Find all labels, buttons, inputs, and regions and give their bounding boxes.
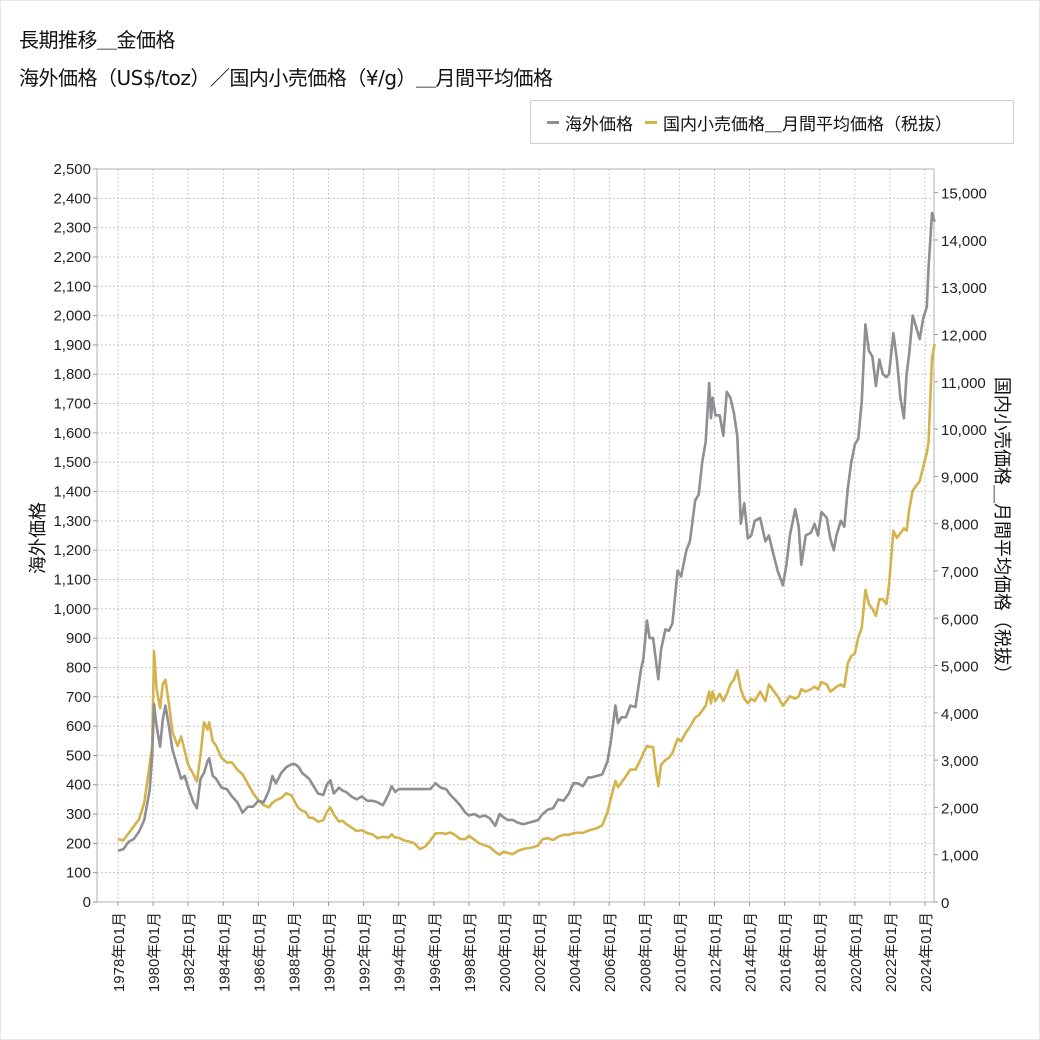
right-axis-tick-label: 0 [941, 895, 949, 912]
left-axis-tick-label: 2,000 [53, 308, 91, 325]
legend-label: 国内小売価格＿月間平均価格（税抜） [663, 114, 952, 135]
right-axis-tick-label: 14,000 [941, 233, 987, 250]
right-axis-tick-label: 15,000 [941, 186, 987, 203]
x-axis-tick-label: 2012年01月 [707, 912, 724, 992]
right-axis-tick-label: 13,000 [941, 280, 987, 297]
left-axis-tick-label: 1,400 [53, 484, 91, 501]
left-axis-label: 海外価格 [28, 502, 49, 574]
left-axis-tick-label: 1,800 [53, 366, 91, 383]
left-axis-ticks: 0 100 200 300 400 500 600 700 800 900 1,000 1,100 1,… [53, 161, 97, 911]
x-axis-tick-label: 1998年01月 [462, 912, 479, 992]
x-axis-tick-label: 2006年01月 [602, 912, 619, 992]
x-axis-tick-label: 2018年01月 [813, 912, 830, 992]
left-axis-tick-label: 0 [83, 894, 91, 911]
legend-item-overseas-price[interactable]: 海外価格 [547, 110, 633, 135]
x-axis-tick-label: 1984年01月 [216, 912, 233, 992]
x-axis-tick-label: 1988年01月 [286, 912, 303, 992]
legend-swatch-gold-icon [645, 120, 657, 124]
left-axis-tick-label: 1,200 [53, 542, 91, 559]
left-axis-tick-label: 200 [66, 835, 91, 852]
x-axis-tick-label: 1992年01月 [357, 912, 374, 992]
x-axis-tick-label: 1986年01月 [251, 912, 268, 992]
right-axis-ticks: 0 1,000 2,000 3,000 4,000 5,000 6,000 7,000 8,00… [934, 186, 987, 912]
x-axis-tick-label: 2000年01月 [497, 912, 514, 992]
right-axis-tick-label: 5,000 [941, 659, 979, 676]
x-axis-tick-label: 1994年01月 [392, 912, 409, 992]
right-axis-tick-label: 6,000 [941, 611, 979, 628]
right-axis-tick-label: 11,000 [941, 375, 986, 392]
x-axis-tick-label: 2002年01月 [532, 912, 549, 992]
left-axis-tick-label: 2,100 [53, 278, 91, 295]
legend-label: 海外価格 [565, 114, 633, 135]
gridlines [97, 169, 934, 902]
x-axis-tick-label: 2022年01月 [883, 912, 900, 992]
left-axis-tick-label: 400 [66, 777, 91, 794]
right-axis-tick-label: 9,000 [941, 469, 979, 486]
left-axis-tick-label: 1,700 [53, 396, 91, 413]
left-axis-tick-label: 2,200 [53, 249, 91, 266]
x-axis-tick-label: 1980年01月 [146, 912, 163, 992]
left-axis-tick-label: 1,000 [53, 601, 91, 618]
series-line-overseas-price [117, 211, 936, 852]
left-axis-tick-label: 900 [66, 630, 91, 647]
legend-swatch-gray-icon [547, 120, 559, 124]
left-axis-tick-label: 500 [66, 747, 91, 764]
left-axis-tick-label: 1,300 [53, 513, 91, 530]
x-axis-tick-label: 2014年01月 [743, 912, 760, 992]
legend-item-domestic-price[interactable]: 国内小売価格＿月間平均価格（税抜） [645, 110, 952, 135]
x-axis-ticks: 1978年01月 1980年01月 1982年01月 1984年01月 1986年01月… [111, 902, 935, 992]
right-axis-tick-label: 8,000 [941, 517, 979, 534]
left-axis-tick-label: 700 [66, 689, 91, 706]
left-axis-tick-label: 1,500 [53, 454, 91, 471]
left-axis-tick-label: 2,500 [53, 161, 91, 178]
x-axis-tick-label: 2016年01月 [778, 912, 795, 992]
right-axis-tick-label: 10,000 [941, 422, 987, 439]
left-axis-tick-label: 2,400 [53, 190, 91, 207]
chart-subtitle: 海外価格（US$/toz）／国内小売価格（¥/g）＿月間平均価格 [19, 66, 553, 90]
left-axis-tick-label: 800 [66, 659, 91, 676]
left-axis-tick-label: 600 [66, 718, 91, 735]
right-axis-tick-label: 4,000 [941, 706, 979, 723]
legend: 海外価格 国内小売価格＿月間平均価格（税抜） [530, 100, 1014, 144]
left-axis-tick-label: 100 [66, 865, 91, 882]
right-axis-tick-label: 12,000 [941, 328, 987, 345]
right-axis-label: 国内小売価格＿月間平均価格（税抜） [991, 377, 1012, 683]
x-axis-tick-label: 2008年01月 [637, 912, 654, 992]
left-axis-tick-label: 1,900 [53, 337, 91, 354]
x-axis-tick-label: 1978年01月 [111, 912, 128, 992]
left-axis-tick-label: 300 [66, 806, 91, 823]
x-axis-tick-label: 1990年01月 [322, 912, 339, 992]
plot-area [96, 168, 935, 903]
right-axis-tick-label: 1,000 [941, 848, 979, 865]
x-axis-tick-label: 2010年01月 [672, 912, 689, 992]
x-axis-tick-label: 1982年01月 [181, 912, 198, 992]
right-axis-tick-label: 7,000 [941, 564, 979, 581]
left-axis-tick-label: 1,100 [53, 571, 91, 588]
x-axis-tick-label: 2020年01月 [848, 912, 865, 992]
left-axis-tick-label: 2,300 [53, 220, 91, 237]
left-axis-tick-label: 1,600 [53, 425, 91, 442]
x-axis-tick-label: 1996年01月 [427, 912, 444, 992]
right-axis-tick-label: 3,000 [941, 753, 979, 770]
x-axis-tick-label: 2004年01月 [567, 912, 584, 992]
series-line-domestic-price [117, 343, 936, 856]
x-axis-tick-label: 2024年01月 [918, 912, 935, 992]
right-axis-tick-label: 2,000 [941, 800, 979, 817]
chart-title: 長期推移＿金価格 [19, 28, 176, 52]
